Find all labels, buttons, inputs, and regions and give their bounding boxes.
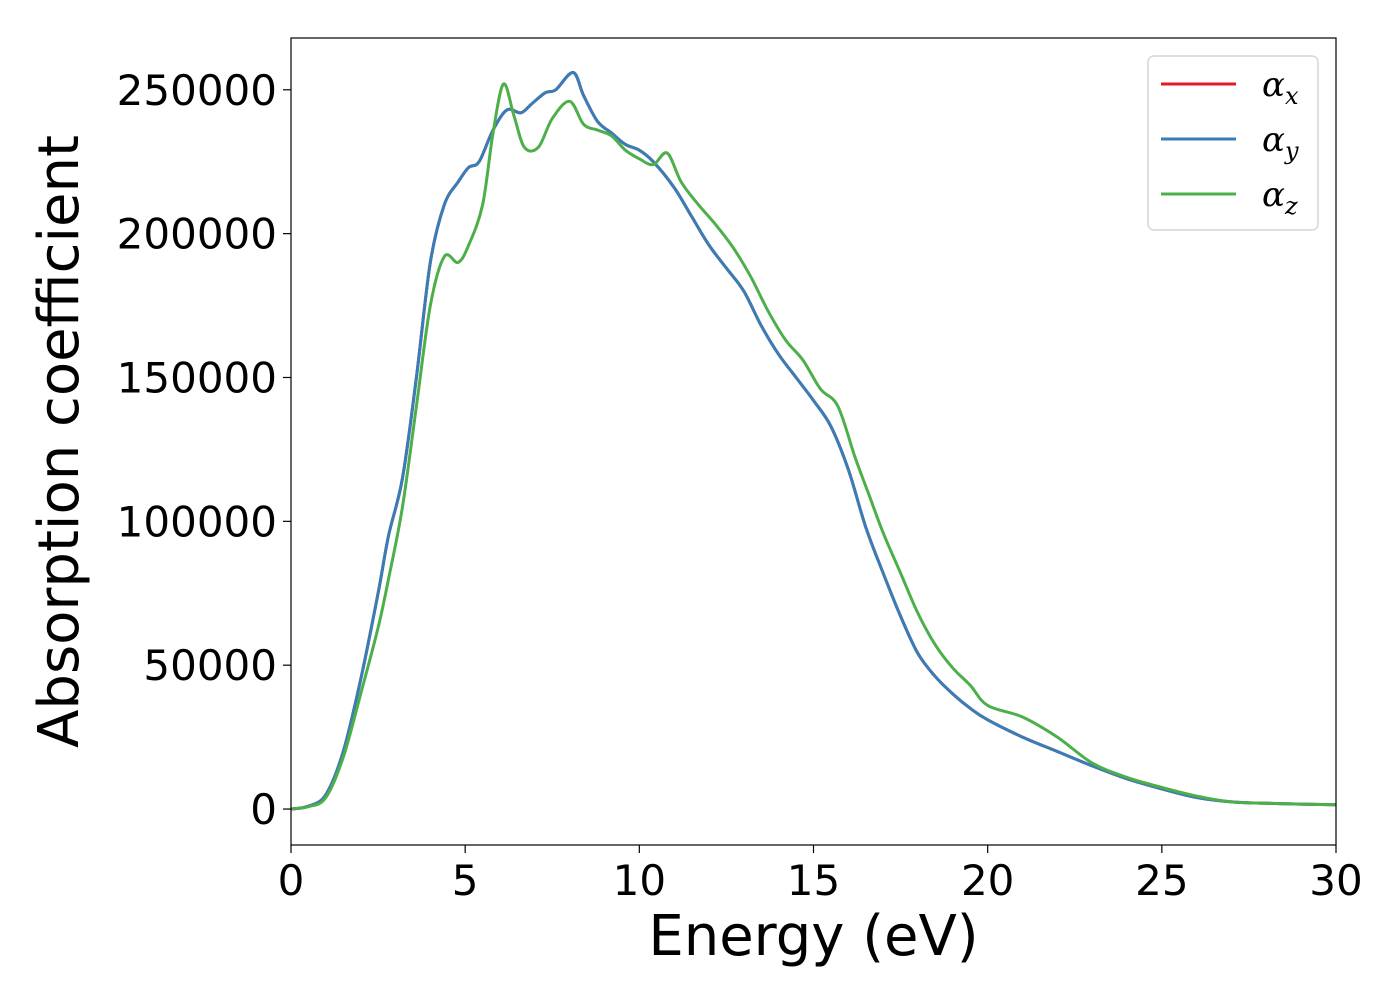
y-tick-label: 200000 xyxy=(117,210,277,259)
y-tick-label: 150000 xyxy=(117,353,277,402)
series-line-z xyxy=(291,82,1336,811)
legend-label-x: αx xyxy=(1262,65,1299,110)
legend-subscript: y xyxy=(1284,137,1299,165)
x-tick-label: 5 xyxy=(452,856,479,905)
legend-box xyxy=(1147,55,1319,231)
x-axis-label: Energy (eV) xyxy=(648,904,978,969)
legend-subscript: z xyxy=(1284,192,1298,220)
legend-symbol: α xyxy=(1262,65,1285,105)
x-tick-label: 25 xyxy=(1135,856,1188,905)
series-line-y xyxy=(291,71,1336,811)
legend-symbol: α xyxy=(1262,120,1285,160)
y-axis-label: Absorption coefficient xyxy=(27,135,92,748)
plot-layer xyxy=(291,71,1336,811)
x-tick-label: 0 xyxy=(278,856,305,905)
x-tick-label: 20 xyxy=(961,856,1014,905)
legend-label-y: αy xyxy=(1262,120,1299,165)
x-tick-label: 30 xyxy=(1309,856,1362,905)
legend-label-z: αz xyxy=(1262,175,1298,220)
legend-subscript: x xyxy=(1285,82,1299,110)
legend-symbol: α xyxy=(1262,175,1285,215)
y-axis: 0 50000 100000 150000 200000 250000 xyxy=(117,66,291,834)
x-axis: 0 5 10 15 20 25 30 xyxy=(278,845,1363,905)
y-tick-label: 0 xyxy=(250,785,277,834)
y-tick-label: 50000 xyxy=(143,641,277,690)
x-tick-label: 10 xyxy=(613,856,666,905)
x-tick-label: 15 xyxy=(787,856,840,905)
y-tick-label: 250000 xyxy=(117,66,277,115)
y-tick-label: 100000 xyxy=(117,497,277,546)
